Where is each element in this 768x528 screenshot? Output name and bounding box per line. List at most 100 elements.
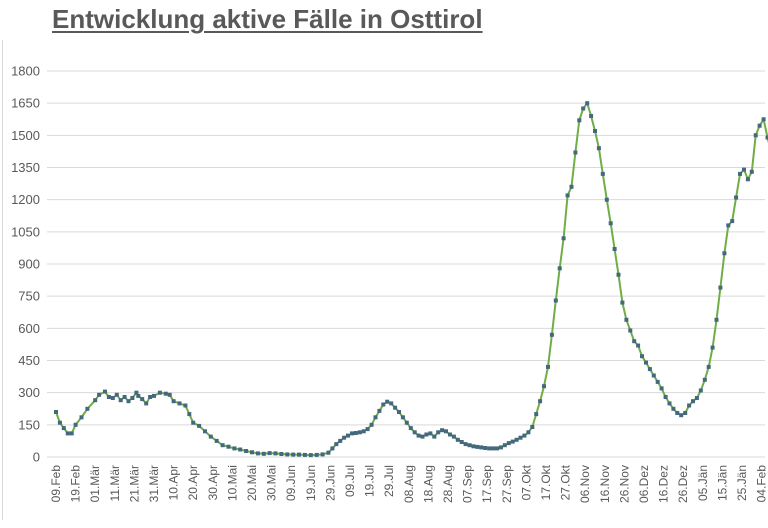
data-point	[134, 390, 139, 395]
x-tick-label: 15.Jän	[715, 465, 729, 501]
data-point	[279, 452, 284, 456]
data-point	[118, 398, 123, 403]
x-tick-label: 29.Jul	[382, 465, 396, 497]
data-point	[314, 452, 319, 457]
data-point	[171, 399, 176, 404]
data-point	[412, 430, 417, 435]
data-point	[710, 345, 715, 350]
data-point	[628, 328, 633, 333]
data-point	[698, 388, 703, 393]
data-point	[57, 420, 62, 425]
data-point	[103, 389, 107, 394]
data-point	[144, 401, 149, 406]
data-point	[624, 317, 629, 322]
data-point	[569, 184, 574, 189]
data-point	[632, 339, 637, 344]
data-point	[714, 317, 719, 322]
data-point	[377, 408, 382, 413]
data-point	[110, 396, 115, 400]
data-point	[604, 197, 609, 202]
data-point	[69, 431, 74, 436]
series-line	[55, 102, 768, 457]
data-point	[342, 435, 347, 440]
chart-frame-rule	[2, 40, 3, 520]
x-tick-label: 31.Mär	[147, 465, 161, 502]
data-point	[530, 425, 535, 429]
y-tick-label: 150	[18, 417, 40, 432]
data-point	[667, 401, 672, 406]
data-point	[608, 221, 613, 226]
data-point	[506, 441, 511, 446]
data-point	[640, 354, 644, 359]
data-point	[679, 413, 684, 418]
data-point	[157, 390, 162, 395]
data-point	[428, 431, 433, 436]
x-tick-label: 20.Mai	[245, 465, 259, 501]
data-point	[214, 438, 219, 443]
data-point	[416, 433, 421, 438]
data-point	[273, 451, 278, 456]
y-tick-label: 600	[18, 321, 40, 336]
data-point	[765, 135, 768, 140]
data-point	[663, 395, 668, 399]
data-point	[683, 411, 688, 415]
y-tick-label: 450	[18, 353, 40, 368]
data-point	[255, 451, 260, 456]
data-point	[353, 431, 358, 435]
x-tick-label: 29.Jun	[323, 465, 337, 501]
data-point	[114, 392, 119, 397]
data-point	[753, 133, 758, 138]
data-point	[220, 443, 225, 448]
data-point	[463, 442, 468, 447]
data-point	[514, 437, 519, 442]
x-tick-label: 06.Dez	[637, 465, 651, 503]
data-point	[408, 426, 413, 431]
data-point	[400, 415, 405, 420]
data-point	[487, 446, 492, 451]
x-tick-label: 19.Feb	[69, 465, 83, 503]
data-point	[326, 450, 331, 455]
x-tick-label: 16.Nov	[598, 465, 612, 503]
data-point	[502, 443, 507, 448]
data-point	[596, 146, 601, 151]
data-point	[148, 395, 153, 399]
data-point	[97, 392, 102, 397]
data-point	[612, 247, 617, 251]
x-tick-label: 18.Aug	[421, 465, 435, 503]
data-point	[238, 447, 243, 452]
x-tick-label: 08.Aug	[402, 465, 416, 503]
data-point	[297, 452, 301, 457]
data-point	[385, 399, 390, 404]
data-point	[745, 177, 750, 182]
data-point	[522, 433, 527, 438]
data-point	[440, 428, 445, 433]
data-point	[647, 367, 652, 372]
x-tick-label: 04.Feb	[755, 465, 768, 503]
data-point	[518, 435, 523, 440]
data-point	[757, 123, 762, 128]
data-point	[549, 332, 554, 337]
data-point	[334, 442, 339, 447]
data-point	[244, 449, 249, 453]
data-point	[130, 396, 135, 400]
data-point	[734, 195, 739, 200]
data-point	[420, 434, 425, 439]
data-point	[197, 423, 202, 428]
data-point	[152, 393, 156, 398]
data-point	[373, 415, 378, 420]
y-tick-label: 0	[33, 450, 40, 465]
data-point	[671, 406, 676, 411]
y-tick-label: 1050	[11, 224, 40, 239]
data-point	[471, 444, 476, 449]
chart-title: Entwicklung aktive Fälle in Osttirol	[52, 4, 483, 34]
data-point	[73, 422, 78, 427]
data-point	[718, 285, 723, 290]
data-point	[738, 171, 742, 176]
data-point	[404, 420, 409, 425]
data-point	[742, 167, 746, 172]
data-point	[687, 403, 692, 408]
data-point	[308, 453, 313, 458]
data-point	[749, 169, 754, 174]
x-axis-tick-labels: 09.Feb 19.Feb 01.Mär 11.Mär 21.Mär 31.Mär 10.A…	[49, 464, 768, 503]
data-point	[338, 438, 343, 443]
